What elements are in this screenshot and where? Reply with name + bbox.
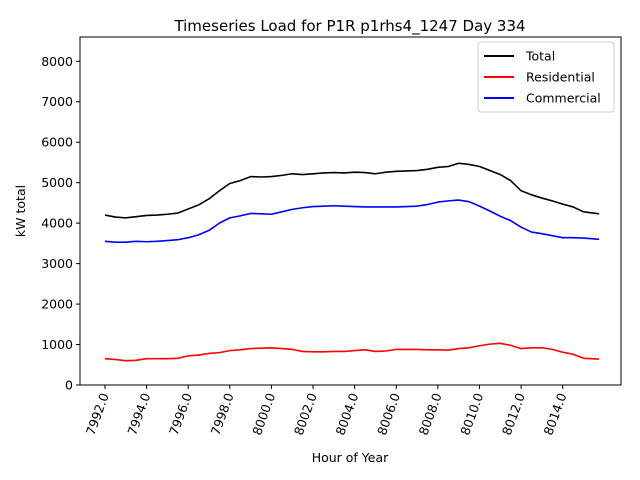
y-tick-label: 8000	[41, 54, 73, 69]
y-axis: 0 1000 2000 3000 4000 5000 6000 7000 8000	[41, 54, 80, 393]
y-tick-label: 6000	[41, 135, 73, 150]
legend-label-residential: Residential	[526, 70, 595, 85]
y-tick-label: 3000	[41, 256, 73, 271]
y-tick-label: 7000	[41, 94, 73, 109]
plot-frame	[79, 36, 622, 386]
series-line-residential	[104, 342, 600, 362]
legend-box	[477, 41, 615, 113]
y-tick-label: 1000	[41, 337, 73, 352]
y-tick-label: 4000	[41, 216, 73, 231]
y-tick-label: 2000	[41, 297, 73, 312]
legend: Total Residential Commercial	[477, 41, 615, 113]
series-line-total	[104, 162, 600, 219]
y-axis-label: kW total	[13, 185, 28, 237]
x-axis-label: Hour of Year	[312, 450, 389, 465]
chart-title: Timeseries Load for P1R p1rhs4_1247 Day …	[173, 17, 525, 36]
series-layer	[104, 162, 600, 362]
y-tick-label: 5000	[41, 175, 73, 190]
legend-label-total: Total	[525, 49, 555, 64]
series-line-commercial	[104, 199, 600, 243]
legend-label-commercial: Commercial	[526, 91, 601, 106]
y-tick-label: 0	[65, 378, 73, 393]
